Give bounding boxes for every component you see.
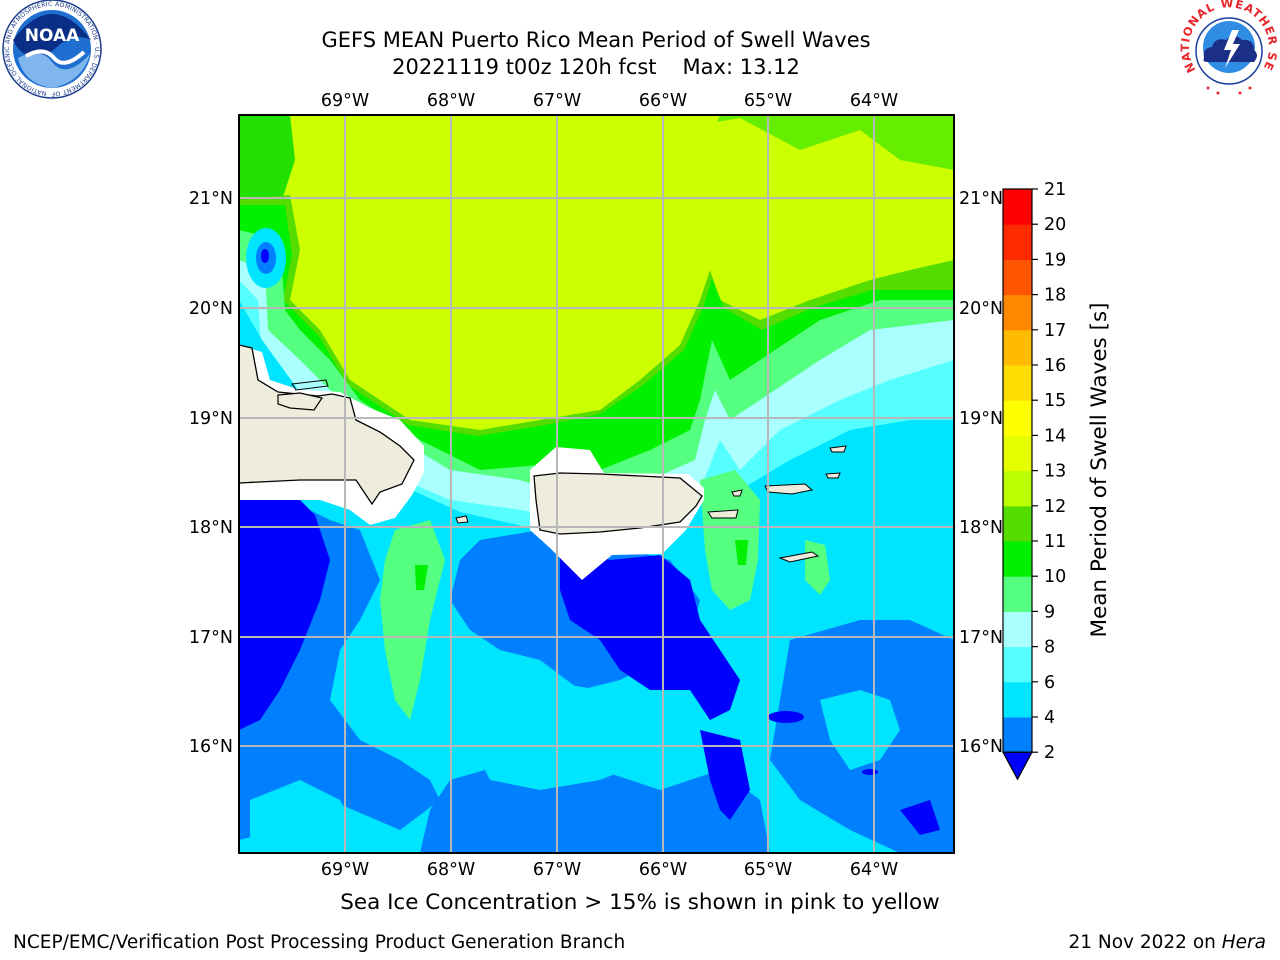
- lat-label-right: 20°N: [959, 299, 1003, 319]
- lon-label-top: 64°W: [850, 91, 898, 111]
- lat-label-right: 17°N: [959, 628, 1003, 648]
- colorbar-label: Mean Period of Swell Waves [s]: [1087, 302, 1112, 637]
- map-frame: [238, 114, 955, 854]
- noaa-logo: NATIONAL OCEANIC AND ATMOSPHERIC ADMINIS…: [0, 0, 102, 99]
- lon-label-bottom: 65°W: [744, 860, 792, 880]
- colorbar-tick-label: 15: [1044, 391, 1066, 411]
- sea-ice-note: Sea Ice Concentration > 15% is shown in …: [340, 890, 940, 915]
- lat-label-left: 17°N: [189, 628, 233, 648]
- colorbar-tick-label: 4: [1044, 708, 1055, 728]
- lon-label-bottom: 69°W: [321, 860, 369, 880]
- colorbar-tick-label: 13: [1044, 462, 1066, 482]
- colorbar-segment: [1003, 400, 1032, 436]
- colorbar-tick-label: 17: [1044, 321, 1066, 341]
- max-value-label: Max: 13.12: [682, 55, 800, 79]
- nws-logo: NATIONAL WEATHER SERVICE: [1178, 0, 1279, 99]
- lat-label-right: 19°N: [959, 409, 1003, 429]
- colorbar-tick-label: 6: [1044, 673, 1055, 693]
- colorbar-tick-label: 11: [1044, 532, 1066, 552]
- colorbar-tick-label: 14: [1044, 426, 1066, 446]
- colorbar-tick-label: 16: [1044, 356, 1066, 376]
- colorbar-segment: [1003, 470, 1032, 507]
- colorbar-tick-label: 12: [1044, 497, 1066, 517]
- graticule: [239, 115, 954, 853]
- colorbar-segment: [1003, 611, 1032, 648]
- footer-date: 21 Nov 2022 on: [1068, 932, 1222, 953]
- colorbar-tick-label: 9: [1044, 602, 1055, 622]
- colorbar-segment: [1003, 681, 1032, 718]
- lat-label-right: 21°N: [959, 189, 1003, 209]
- colorbar-segment: [1003, 329, 1032, 366]
- lat-label-right: 18°N: [959, 518, 1003, 538]
- colorbar-tick-label: 19: [1044, 250, 1066, 270]
- colorbar: 2 4 6 8 9 10 11 12 13 14 15 16 17 18 19 20 21: [1001, 180, 1066, 781]
- colorbar-segment: [1003, 435, 1032, 472]
- colorbar-segment: [1003, 541, 1032, 577]
- colorbar-extend-arrow: [1001, 751, 1034, 781]
- lon-label-top: 66°W: [639, 91, 687, 111]
- colorbar-segment: [1003, 365, 1032, 401]
- colorbar-segment: [1003, 505, 1032, 542]
- lat-label-left: 20°N: [189, 299, 233, 319]
- lat-label-left: 18°N: [189, 518, 233, 538]
- contour-fill-layer: [239, 115, 954, 853]
- forecast-run-label: 20221119 t00z 120h fcst: [392, 55, 657, 79]
- lat-label-left: 16°N: [189, 737, 233, 757]
- colorbar-tick-label: 18: [1044, 286, 1066, 306]
- colorbar-segment: [1003, 294, 1032, 331]
- lat-label-right: 16°N: [959, 737, 1003, 757]
- colorbar-segment: [1003, 259, 1032, 296]
- colorbar-tick-label: 10: [1044, 567, 1066, 587]
- lat-label-left: 19°N: [189, 409, 233, 429]
- map-title: GEFS MEAN Puerto Rico Mean Period of Swe…: [321, 28, 871, 52]
- colorbar-segment: [1003, 189, 1032, 225]
- footer-host: Hera: [1221, 932, 1266, 953]
- lon-label-bottom: 64°W: [850, 860, 898, 880]
- colorbar-tick-label: 8: [1044, 638, 1055, 658]
- lon-label-top: 69°W: [321, 91, 369, 111]
- colorbar-segment: [1003, 576, 1032, 612]
- colorbar-segment: [1003, 224, 1032, 260]
- lon-label-top: 67°W: [533, 91, 581, 111]
- footer-right: 21 Nov 2022 on Hera: [1068, 932, 1266, 953]
- colorbar-tick-label: 21: [1044, 180, 1066, 200]
- noaa-wordmark: NOAA: [25, 26, 80, 46]
- lon-label-bottom: 66°W: [639, 860, 687, 880]
- map-subtitle: 20221119 t00z 120h fcst Max: 13.12: [0, 54, 1192, 80]
- footer-left: NCEP/EMC/Verification Post Processing Pr…: [13, 932, 626, 953]
- lon-label-top: 65°W: [744, 91, 792, 111]
- colorbar-segment: [1003, 717, 1032, 753]
- lon-label-bottom: 67°W: [533, 860, 581, 880]
- colorbar-segment: [1003, 646, 1032, 683]
- lon-label-bottom: 68°W: [427, 860, 475, 880]
- lon-label-top: 68°W: [427, 91, 475, 111]
- lat-label-left: 21°N: [189, 189, 233, 209]
- colorbar-tick-label: 2: [1044, 743, 1055, 763]
- colorbar-tick-label: 20: [1044, 215, 1066, 235]
